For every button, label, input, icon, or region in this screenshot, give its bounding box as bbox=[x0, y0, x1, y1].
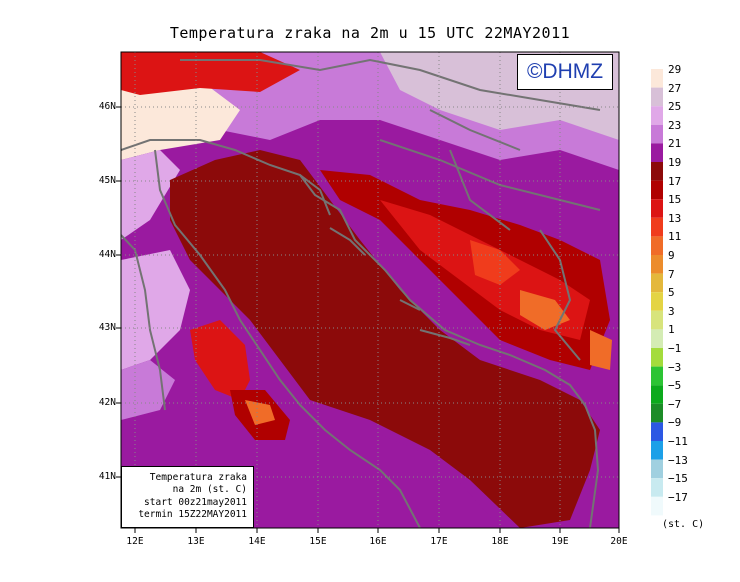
east-orange-spot bbox=[590, 330, 612, 370]
legend-swatch bbox=[651, 459, 663, 479]
info-line-2: na 2m (st. C) bbox=[172, 484, 247, 496]
lat-tick-label: 42N bbox=[98, 397, 116, 408]
legend-label: 13 bbox=[668, 211, 682, 225]
dhmz-logo: ©DHMZ bbox=[517, 54, 613, 90]
legend-swatch bbox=[651, 385, 663, 404]
legend-label: 15 bbox=[668, 193, 682, 207]
italy-west-coast bbox=[121, 250, 190, 370]
legend-label: 27 bbox=[668, 81, 682, 95]
lon-tick-label: 15E bbox=[309, 536, 327, 547]
legend-swatch bbox=[651, 403, 663, 423]
legend-swatch bbox=[651, 329, 663, 348]
legend-label: −17 bbox=[668, 490, 688, 504]
graticule bbox=[121, 52, 619, 528]
legend-label: 21 bbox=[668, 137, 682, 151]
info-line-1: Temperatura zraka bbox=[149, 472, 247, 483]
legend-label: 7 bbox=[668, 267, 675, 281]
legend-label: −3 bbox=[668, 360, 682, 374]
italy-orange-spot bbox=[245, 400, 275, 425]
map-title: Temperatura zraka na 2m u 15 UTC 22MAY20… bbox=[169, 24, 571, 42]
info-box: Temperatura zraka na 2m (st. C) start 00… bbox=[121, 466, 254, 528]
coastlines bbox=[121, 58, 601, 528]
legend-label: 3 bbox=[668, 304, 675, 318]
info-line-4: termin 15Z22MAY2011 bbox=[138, 509, 247, 521]
legend-label: 9 bbox=[668, 249, 675, 262]
lon-tick-label: 13E bbox=[187, 536, 205, 547]
legend-swatch bbox=[651, 143, 663, 162]
italy-northwest bbox=[121, 150, 180, 240]
lon-tick-label: 18E bbox=[491, 536, 509, 547]
legend-swatch bbox=[651, 441, 663, 460]
lon-tick-label: 16E bbox=[369, 536, 387, 547]
lon-tick-label: 20E bbox=[610, 536, 628, 547]
map-frame bbox=[120, 51, 620, 529]
montenegro-orange-spot bbox=[520, 290, 570, 330]
legend-swatch bbox=[651, 162, 663, 181]
legend-colorbar bbox=[651, 69, 663, 516]
lat-tick-label: 41N bbox=[98, 471, 116, 482]
legend-unit: (st. C) bbox=[662, 519, 705, 530]
italy-central-hot bbox=[190, 320, 250, 400]
lon-tick-label: 19E bbox=[551, 536, 569, 547]
legend-swatch bbox=[651, 180, 663, 200]
legend-label: 23 bbox=[668, 118, 682, 132]
lon-tick-label: 17E bbox=[430, 536, 448, 547]
legend-label: 1 bbox=[668, 323, 675, 337]
legend-label: −11 bbox=[668, 435, 688, 448]
bosnia-orange-spot bbox=[470, 240, 520, 285]
info-line-3: start 00z21may2011 bbox=[144, 496, 247, 508]
legend-swatch bbox=[651, 124, 663, 144]
lon-tick-label: 12E bbox=[126, 536, 144, 547]
legend-swatch bbox=[651, 310, 663, 330]
lat-tick-label: 44N bbox=[98, 249, 116, 260]
legend-label: 17 bbox=[668, 174, 682, 188]
legend-label: 11 bbox=[668, 230, 682, 244]
legend-swatch bbox=[651, 106, 663, 125]
legend-swatch bbox=[651, 366, 663, 386]
legend-swatch bbox=[651, 348, 663, 367]
legend-label: −9 bbox=[668, 416, 682, 430]
legend-swatch bbox=[651, 496, 663, 516]
legend-label: 5 bbox=[668, 286, 675, 300]
lat-tick-label: 46N bbox=[98, 101, 116, 112]
lat-tick-label: 43N bbox=[98, 322, 116, 333]
alps-red-band bbox=[121, 52, 300, 95]
legend-swatch bbox=[651, 422, 663, 441]
legend-label: 19 bbox=[668, 156, 682, 169]
legend-swatch bbox=[651, 273, 663, 293]
adriatic-sea bbox=[170, 150, 600, 528]
legend-label: 29 bbox=[668, 63, 682, 76]
legend-swatch bbox=[651, 255, 663, 274]
legend-swatch bbox=[651, 292, 663, 311]
legend-label: 25 bbox=[668, 100, 682, 114]
legend-label: −5 bbox=[668, 379, 682, 393]
tick-marks bbox=[116, 106, 620, 533]
legend-label: −1 bbox=[668, 342, 682, 355]
legend-swatch bbox=[651, 478, 663, 497]
legend-swatch bbox=[651, 217, 663, 237]
lon-tick-label: 14E bbox=[248, 536, 266, 547]
lat-tick-label: 45N bbox=[98, 175, 116, 186]
legend-swatch bbox=[651, 87, 663, 107]
legend-swatch bbox=[651, 69, 663, 88]
legend-label: −15 bbox=[668, 472, 688, 486]
legend-swatch bbox=[651, 199, 663, 218]
legend-label: −7 bbox=[668, 397, 682, 411]
legend-swatch bbox=[651, 236, 663, 255]
ionian-sea bbox=[280, 420, 500, 528]
legend-label: −13 bbox=[668, 453, 688, 467]
